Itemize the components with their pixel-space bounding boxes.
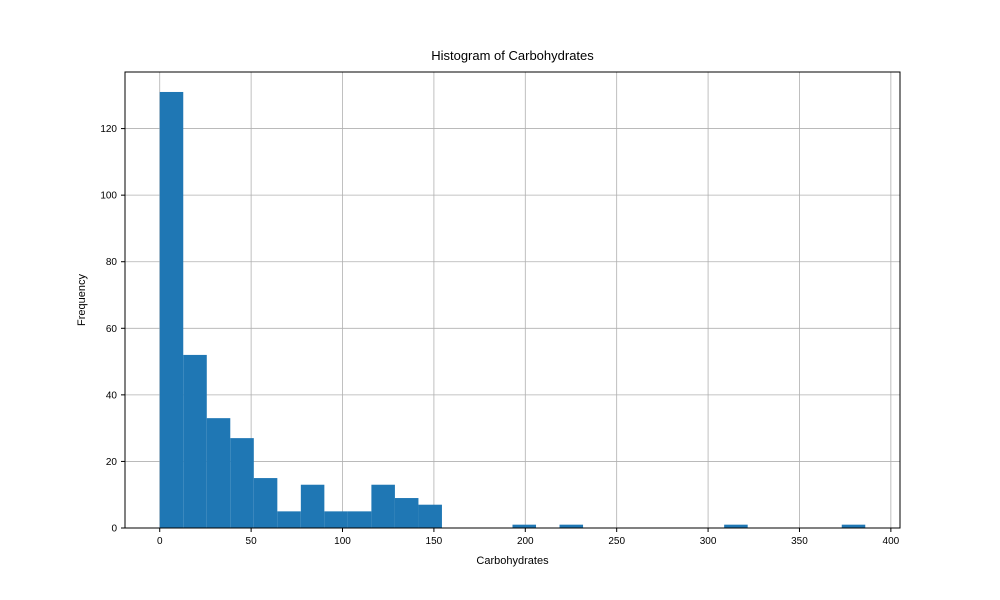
histogram-bar — [160, 92, 184, 528]
x-tick-label: 350 — [791, 536, 808, 547]
histogram-bar — [301, 485, 325, 528]
histogram-bar — [371, 485, 395, 528]
histogram-bar — [254, 478, 278, 528]
histogram-chart: 0 50 100 150 200 250 300 350 400 0 20 40 60 80 100 120 C… — [0, 0, 1000, 600]
y-tick-label: 80 — [106, 257, 118, 268]
histogram-bar — [324, 511, 348, 528]
y-tick-label: 120 — [100, 124, 117, 135]
x-tick-label: 0 — [157, 536, 163, 547]
y-tick-label: 100 — [100, 191, 117, 202]
x-tick-label: 200 — [517, 536, 534, 547]
x-tick-label: 50 — [246, 536, 258, 547]
x-tick-label: 400 — [883, 536, 900, 547]
x-tick-label: 100 — [334, 536, 351, 547]
histogram-bar — [395, 498, 419, 528]
chart-svg: 0 50 100 150 200 250 300 350 400 0 20 40 60 80 100 120 C… — [0, 0, 1000, 600]
histogram-bar — [277, 511, 301, 528]
histogram-bar — [207, 418, 231, 528]
x-tick-label: 300 — [700, 536, 717, 547]
histogram-bar — [230, 438, 254, 528]
x-tick-label: 250 — [608, 536, 625, 547]
histogram-bar — [183, 355, 207, 528]
y-axis-label: Frequency — [76, 274, 88, 326]
chart-title: Histogram of Carbohydrates — [431, 48, 594, 63]
y-tick-label: 60 — [106, 324, 118, 335]
x-tick-label: 150 — [426, 536, 443, 547]
histogram-bar — [418, 505, 442, 528]
x-axis-label: Carbohydrates — [476, 555, 549, 567]
y-tick-label: 0 — [111, 524, 117, 535]
y-tick-label: 40 — [106, 390, 118, 401]
y-tick-label: 20 — [106, 457, 118, 468]
histogram-bar — [348, 511, 372, 528]
